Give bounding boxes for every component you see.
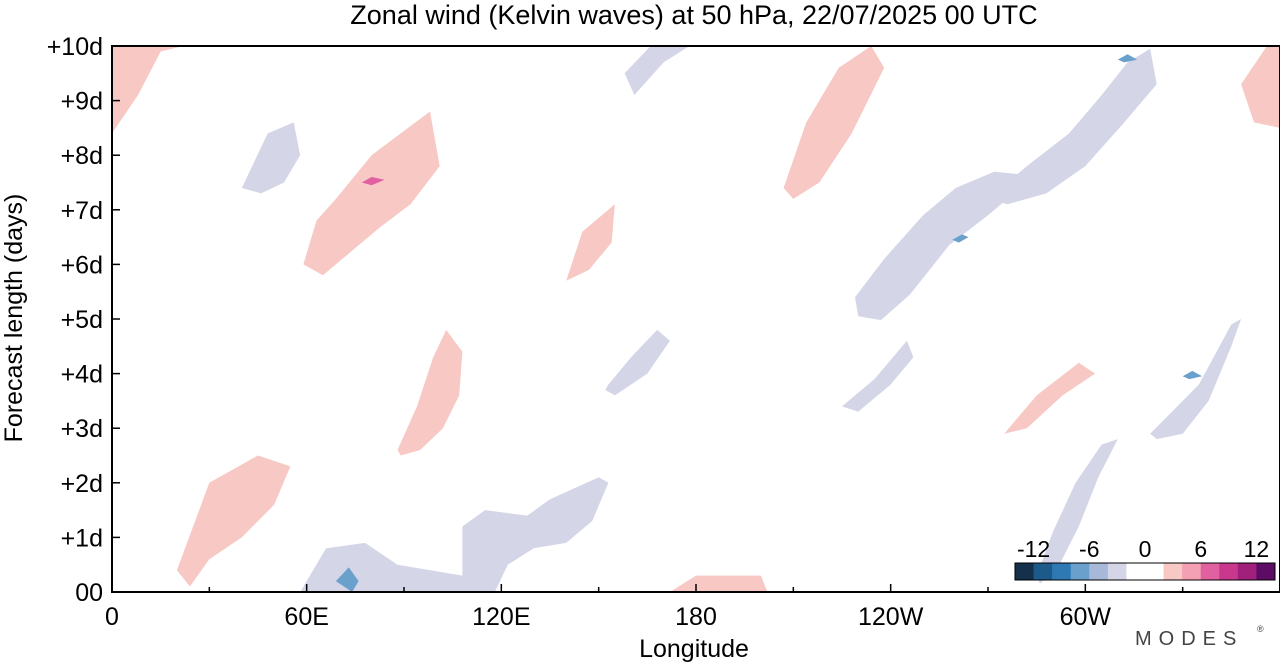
region-easterly-band-west-atlantic [1036, 439, 1118, 584]
colorbar-swatch [1237, 563, 1257, 580]
region-easterly-band-south-america [1150, 319, 1242, 440]
colorbar-swatch [1015, 563, 1035, 580]
colorbar-swatch [1182, 563, 1202, 580]
colorbar-frame [1014, 562, 1276, 581]
region-easterly-indian-ocean [300, 542, 469, 592]
colorbar-swatch [1256, 563, 1276, 580]
region-westerly-western-indian [176, 455, 291, 587]
y-tick-label: +7d [61, 197, 103, 225]
contour-regions [112, 46, 1280, 592]
x-axis-ticks: 0 60E 120E 180 120W 60W [105, 584, 1184, 631]
chart-title: Zonal wind (Kelvin waves) at 50 hPa, 22/… [350, 0, 1037, 30]
colorbar-swatch [1089, 563, 1109, 580]
x-tick-label: 60E [284, 603, 328, 631]
x-tick-label: 60W [1060, 603, 1112, 631]
colorbar-swatch [1052, 563, 1072, 580]
colorbar-swatch [1107, 563, 1127, 580]
colorbar-swatch [1163, 563, 1183, 580]
colorbar: -12 -6 0 6 12 [1014, 536, 1276, 581]
colorbar-swatch [1033, 563, 1053, 580]
x-tick-label: 0 [105, 603, 119, 631]
colorbar-swatch [1126, 563, 1146, 580]
region-westerly-east-atlantic [1241, 46, 1280, 128]
region-westerly-africa [303, 111, 440, 276]
region-westerly-north-indian [566, 204, 615, 281]
y-tick-label: +4d [61, 361, 103, 389]
y-tick-label: +3d [61, 415, 103, 443]
region-easterly-africa-top [241, 122, 301, 194]
y-tick-label: +6d [61, 251, 103, 279]
region-easterly-band-east-pacific [855, 171, 1021, 321]
modes-logo-registered-mark: ® [1257, 624, 1264, 634]
region-easterly-east-pacific-small [842, 340, 914, 412]
y-axis-title: Forecast length (days) [0, 194, 28, 443]
y-tick-label: +2d [61, 470, 103, 498]
colorbar-swatch [1145, 563, 1165, 580]
region-easterly-north-dateline [624, 46, 690, 96]
region-easterly-band-atlantic [988, 48, 1157, 205]
region-westerly-indian-ocean [397, 329, 463, 456]
modes-logo: MODES [1135, 628, 1243, 650]
y-axis-ticks: 00 +1d +2d +3d +4d +5d +6d +7d +8d +9d +10d [47, 33, 120, 607]
region-easterly-peak-2 [952, 234, 969, 243]
colorbar-label: 12 [1244, 536, 1270, 562]
region-easterly-indonesia [462, 477, 609, 592]
region-easterly-peak-4 [1117, 54, 1138, 63]
y-tick-label: +9d [61, 88, 103, 116]
y-tick-label: +10d [47, 33, 103, 61]
x-tick-label: 120W [858, 603, 924, 631]
y-tick-label: 00 [75, 579, 103, 607]
x-tick-label: 180 [675, 603, 717, 631]
colorbar-swatch [1219, 563, 1239, 580]
x-axis-title: Longitude [639, 635, 749, 663]
y-tick-label: +5d [61, 306, 103, 334]
y-tick-label: +8d [61, 142, 103, 170]
colorbar-swatch [1200, 563, 1220, 580]
colorbar-label: 6 [1194, 536, 1207, 562]
colorbar-label: -6 [1079, 536, 1099, 562]
region-westerly-top-left [112, 46, 184, 134]
region-westerly-peak-africa [361, 177, 385, 186]
region-easterly-central-pacific [605, 329, 670, 396]
region-westerly-north-pacific [783, 46, 885, 199]
region-westerly-south-dateline [670, 575, 768, 592]
colorbar-label: -12 [1017, 536, 1050, 562]
colorbar-swatch [1070, 563, 1090, 580]
x-tick-label: 120E [472, 603, 530, 631]
colorbar-label: 0 [1139, 536, 1152, 562]
region-easterly-peak-1 [335, 567, 359, 592]
region-easterly-peak-3 [1182, 370, 1203, 380]
y-tick-label: +1d [61, 524, 103, 552]
region-westerly-east-pacific [1004, 362, 1096, 434]
